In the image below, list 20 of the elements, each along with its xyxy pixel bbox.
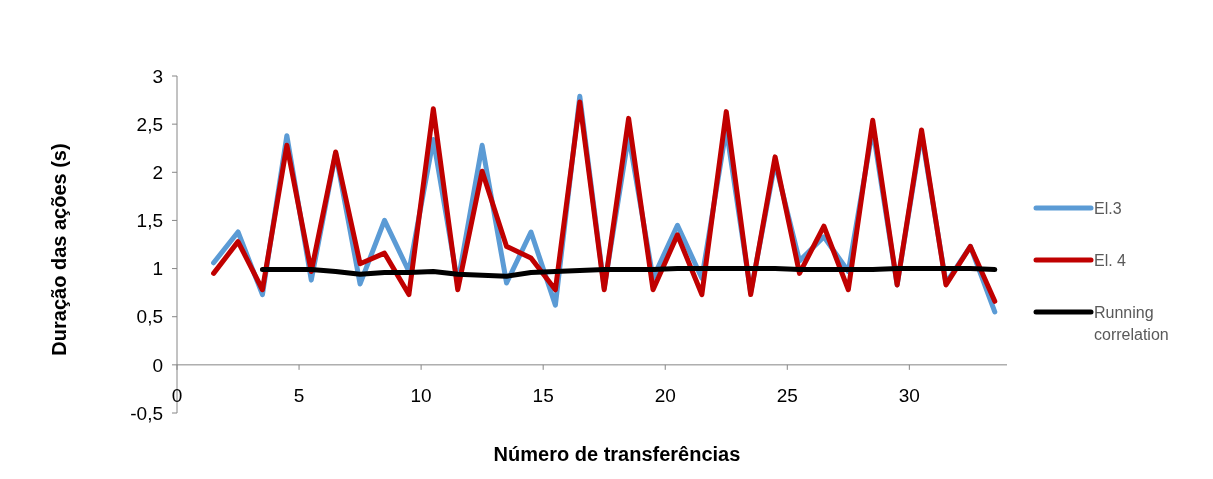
x-tick-label: 5 <box>293 384 305 406</box>
y-tick-label: -0,5 <box>130 402 163 424</box>
y-tick-label: 0 <box>152 354 163 376</box>
x-tick-label: 15 <box>532 384 554 406</box>
x-tick-label: 20 <box>654 384 676 406</box>
x-tick-label: 0 <box>171 384 183 406</box>
y-tick-label: 1,5 <box>136 210 163 232</box>
x-tick-label: 25 <box>776 384 798 406</box>
y-tick-label: 2 <box>152 161 163 183</box>
y-tick-label: 1 <box>152 258 163 280</box>
y-tick-label: 0,5 <box>136 306 163 328</box>
legend-label: El.3 <box>1094 199 1122 217</box>
y-tick-label: 2,5 <box>136 113 163 135</box>
x-tick-label: 10 <box>410 384 432 406</box>
y-axis-title: Duração das ações (s) <box>48 143 70 356</box>
x-axis-title: Número de transferências <box>493 443 741 465</box>
legend-label: El. 4 <box>1094 251 1127 269</box>
legend-label: Running correlation <box>1094 303 1169 343</box>
y-tick-label: 3 <box>152 65 163 87</box>
x-tick-label: 30 <box>898 384 920 406</box>
